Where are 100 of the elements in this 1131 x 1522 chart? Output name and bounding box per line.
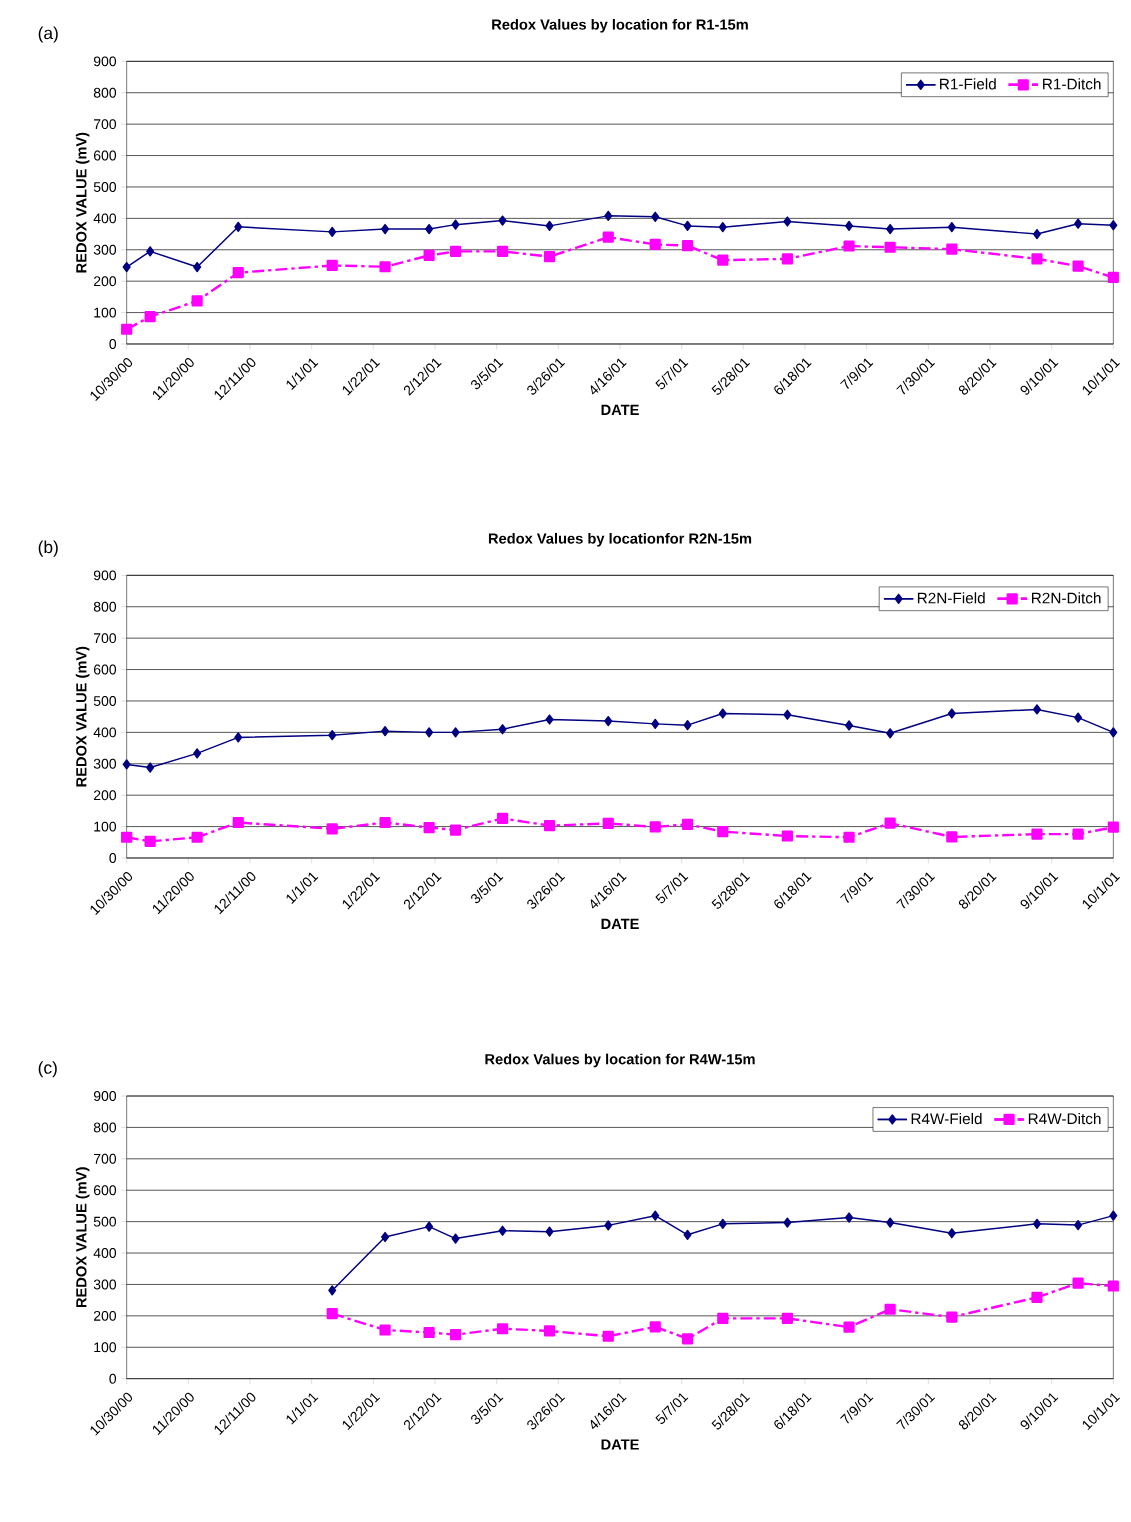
point (649, 238, 662, 251)
y-tick-label: 700 (94, 1153, 117, 1164)
point (947, 708, 957, 719)
y-tick-label: 0 (109, 339, 117, 349)
y-tick-label: 900 (94, 1091, 117, 1101)
point (381, 1231, 390, 1243)
point (781, 253, 794, 265)
point (450, 1329, 462, 1341)
point (423, 1326, 435, 1339)
y-tick-label: 700 (94, 633, 117, 644)
point (1074, 712, 1083, 723)
y-tick-label: 600 (94, 150, 117, 161)
text: (b) (38, 540, 58, 557)
y-tick-label: 600 (94, 1185, 117, 1196)
point (1033, 1218, 1042, 1229)
point (326, 259, 338, 272)
point (682, 818, 694, 830)
y-tick-label: 100 (94, 1342, 117, 1353)
point (498, 215, 507, 226)
point (604, 715, 613, 727)
point (423, 249, 435, 262)
point (682, 1333, 694, 1345)
point (326, 823, 338, 835)
point (121, 831, 133, 843)
point (783, 709, 792, 720)
point (602, 231, 615, 243)
point (450, 824, 462, 836)
point (193, 748, 202, 759)
point (1109, 220, 1118, 231)
legend-label: R2N-Field (918, 592, 985, 604)
point (651, 211, 660, 222)
point (683, 220, 692, 232)
y-tick-label: 700 (94, 119, 117, 130)
point (379, 816, 391, 829)
legend-label: R2N-Ditch (1032, 592, 1101, 604)
point (1031, 1291, 1043, 1303)
chart-title: Redox Values by location for R1-15m (492, 18, 749, 33)
y-tick-label: 200 (94, 1310, 117, 1321)
y-tick-label: 800 (94, 1122, 117, 1133)
point (845, 1212, 854, 1223)
point (843, 1321, 855, 1333)
point (450, 245, 462, 257)
point (146, 246, 155, 257)
point (121, 323, 133, 335)
point (845, 220, 854, 232)
point (1107, 821, 1120, 833)
point (423, 821, 435, 834)
point (122, 759, 131, 770)
point (845, 720, 854, 731)
point (886, 223, 895, 235)
y-tick-label: 200 (94, 790, 117, 801)
point (234, 732, 243, 743)
point (425, 1221, 434, 1232)
point (498, 724, 507, 735)
y-tick-label: 900 (94, 56, 117, 67)
point (1072, 828, 1084, 840)
point (843, 240, 855, 252)
point (451, 219, 460, 230)
y-tick-label: 400 (93, 727, 117, 738)
point (232, 816, 245, 829)
point (425, 223, 434, 235)
point (717, 1312, 729, 1324)
point (1033, 228, 1042, 240)
point (886, 1217, 895, 1228)
point (1072, 1277, 1084, 1289)
y-tick-label: 800 (94, 601, 117, 612)
y-tick-label: 500 (94, 696, 117, 706)
y-tick-label: 900 (94, 570, 117, 581)
point (781, 1312, 794, 1324)
y-tick-label: 0 (109, 853, 117, 863)
point (718, 708, 727, 719)
y-tick-label: 500 (94, 182, 117, 192)
y-tick-label: 100 (94, 307, 117, 318)
text: (a) (38, 26, 58, 43)
point (604, 1220, 613, 1231)
point (947, 1228, 957, 1239)
point (683, 720, 692, 731)
point (497, 1323, 509, 1335)
point (234, 221, 243, 232)
point (328, 730, 337, 741)
point (232, 267, 245, 279)
point (545, 220, 554, 232)
point (326, 1308, 338, 1320)
x-axis-title: DATE (601, 1439, 640, 1450)
y-tick-label: 400 (93, 1248, 117, 1258)
point (497, 245, 509, 257)
y-tick-label: 100 (94, 821, 117, 832)
y-tick-label: 500 (94, 1216, 117, 1227)
point (884, 817, 896, 829)
point (946, 831, 958, 843)
point (649, 821, 662, 833)
chart-title: Redox Values by location for R4W-15m (485, 1053, 755, 1068)
point (651, 1210, 660, 1221)
point (191, 831, 203, 843)
point (947, 222, 957, 233)
y-tick-label: 200 (94, 276, 117, 287)
point (1072, 260, 1084, 272)
y-tick-label: 0 (109, 1373, 117, 1384)
point (498, 1225, 507, 1236)
point (1107, 271, 1120, 284)
